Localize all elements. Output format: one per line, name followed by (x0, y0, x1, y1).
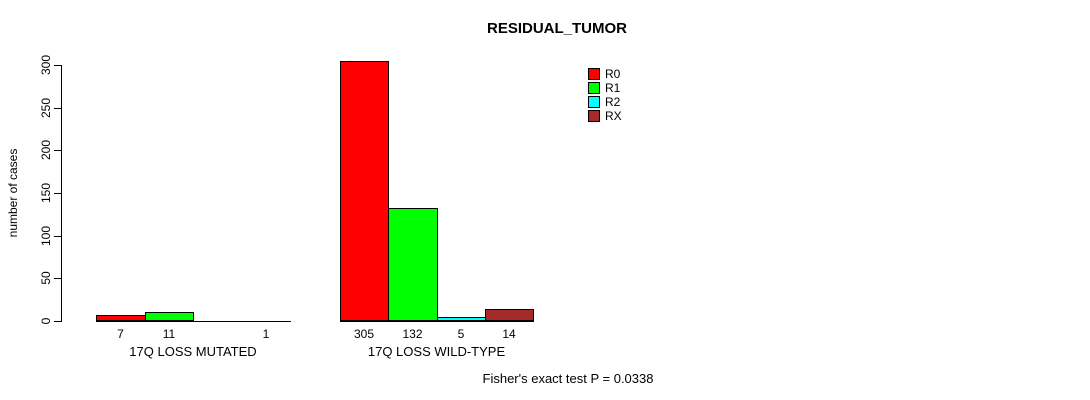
legend-swatch-r0 (588, 68, 600, 80)
y-tick-label: 50 (39, 271, 53, 285)
group-label: 17Q LOSS WILD-TYPE (367, 344, 506, 359)
legend-label: R0 (605, 67, 621, 81)
y-tick (54, 321, 62, 322)
y-tick-label: 0 (39, 317, 53, 325)
legend-swatch-r2 (588, 96, 600, 108)
legend-label: R1 (605, 81, 621, 95)
y-tick-label: 200 (39, 139, 53, 161)
legend-label: RX (605, 109, 622, 123)
y-tick-label: 150 (39, 182, 53, 204)
y-tick (54, 278, 62, 279)
y-axis-label: number of cases (6, 148, 20, 238)
bar-value-label: 132 (402, 327, 423, 341)
y-tick (54, 65, 62, 66)
bar-value-label: 11 (162, 327, 176, 341)
y-tick (54, 236, 62, 237)
y-tick (54, 193, 62, 194)
bar-value-label: 5 (457, 327, 465, 341)
group-label: 17Q LOSS MUTATED (129, 344, 257, 359)
bar-r0 (340, 61, 389, 321)
bar-value-label: 305 (353, 327, 375, 341)
y-tick (54, 108, 62, 109)
legend-label: R2 (605, 95, 621, 109)
group-baseline (96, 321, 291, 322)
stat-test-result: Fisher's exact test P = 0.0338 (482, 371, 654, 386)
y-tick-label: 100 (39, 225, 53, 247)
bar-r1 (388, 208, 438, 321)
bar-value-label: 1 (262, 327, 270, 341)
legend-swatch-rx (588, 110, 600, 122)
bar-r1 (145, 312, 194, 321)
chart-title: RESIDUAL_TUMOR (486, 20, 628, 37)
y-tick (54, 150, 62, 151)
bar-r2 (437, 317, 486, 321)
bar-rx (485, 309, 534, 321)
bar-r0 (96, 315, 146, 321)
group-baseline (340, 321, 534, 322)
bar-value-label: 7 (117, 327, 124, 341)
y-tick-label: 300 (39, 54, 53, 76)
legend-swatch-r1 (588, 82, 600, 94)
bar-value-label: 14 (502, 327, 516, 341)
y-tick-label: 250 (39, 97, 53, 119)
